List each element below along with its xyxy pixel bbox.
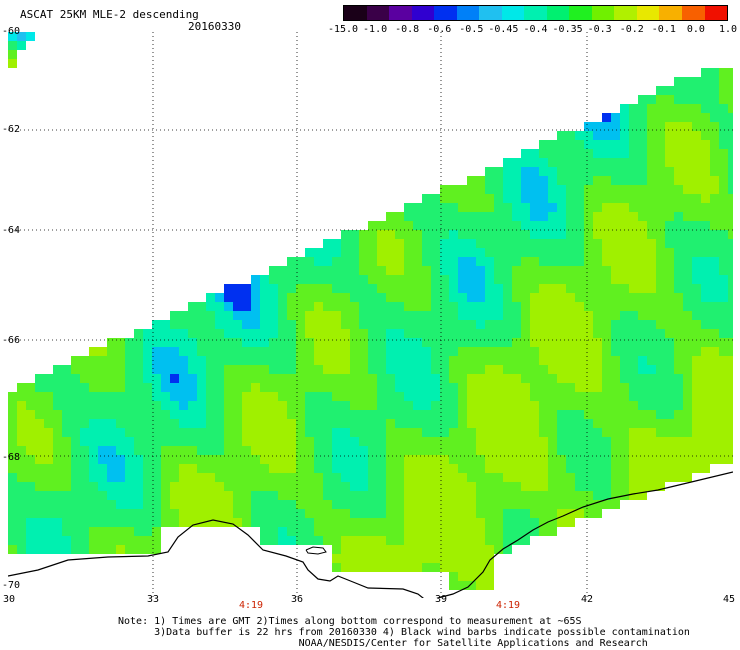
colorbar-swatch xyxy=(546,6,570,20)
colorbar-label: -0.1 xyxy=(651,24,676,35)
lon-label-42: 42 xyxy=(580,594,594,605)
footnotes: Note: 1) Times are GMT 2)Times along bot… xyxy=(118,616,690,649)
coastline xyxy=(8,471,733,598)
colorbar-label: -0.8 xyxy=(395,24,420,35)
lat-label-64: -64 xyxy=(2,225,21,236)
lat-label-66: -66 xyxy=(2,335,21,346)
colorbar-swatch xyxy=(501,6,525,20)
lon-label-33: 33 xyxy=(146,594,160,605)
note-line: NOAA/NESDIS/Center for Satellite Applica… xyxy=(118,638,648,649)
colorbar-swatch xyxy=(479,6,502,20)
lat-lon-grid xyxy=(8,32,733,598)
colorbar-swatch xyxy=(366,6,390,20)
coastline-island xyxy=(305,546,327,555)
lon-label-45: 45 xyxy=(722,594,736,605)
colorbar-label: 0.0 xyxy=(686,24,705,35)
colorbar-label: -0.45 xyxy=(488,24,519,35)
map-date: 20160330 xyxy=(188,20,241,33)
colorbar-swatch xyxy=(456,6,480,20)
colorbar-label: -0.35 xyxy=(552,24,583,35)
colorbar-label: -0.6 xyxy=(427,24,452,35)
lon-label-36: 36 xyxy=(290,594,304,605)
colorbar-swatch xyxy=(524,6,547,20)
lon-label-30: 30 xyxy=(2,594,16,605)
map-title: ASCAT 25KM MLE-2 descending xyxy=(20,8,199,21)
note-line: Note: 1) Times are GMT 2)Times along bot… xyxy=(118,616,582,627)
colorbar-label: -15.0 xyxy=(327,24,359,35)
colorbar-labels: -15.0 -1.0 -0.8 -0.6 -0.5 -0.45 -0.4 -0.35 -0.3-… xyxy=(328,24,737,36)
colorbar-swatch xyxy=(411,6,435,20)
data-swath xyxy=(8,32,733,590)
colorbar xyxy=(343,5,728,21)
colorbar-swatch xyxy=(344,6,367,20)
colorbar-swatch xyxy=(704,6,728,20)
lat-label-62: -62 xyxy=(2,124,21,135)
colorbar-label: -0.5 xyxy=(459,24,484,35)
colorbar-label: 1.0 xyxy=(718,24,738,35)
colorbar-swatch xyxy=(681,6,705,20)
colorbar-swatch xyxy=(614,6,637,20)
time-label: 4:19 xyxy=(238,600,264,611)
colorbar-swatch xyxy=(659,6,682,20)
colorbar-swatch xyxy=(569,6,592,20)
colorbar-swatch xyxy=(636,6,660,20)
colorbar-label: -1.0 xyxy=(363,24,388,35)
colorbar-swatch xyxy=(434,6,457,20)
colorbar-label: -0.2 xyxy=(619,24,644,35)
satellite-map xyxy=(8,32,733,598)
colorbar-label: -0.4 xyxy=(523,24,548,35)
time-label: 4:19 xyxy=(495,600,521,611)
lat-label-70: -70 xyxy=(2,580,21,591)
colorbar-swatch xyxy=(389,6,412,20)
colorbar-label: -0.3 xyxy=(587,24,612,35)
note-line: 3)Data buffer is 22 hrs from 20160330 4)… xyxy=(118,627,690,638)
colorbar-swatch xyxy=(591,6,615,20)
lat-label-68: -68 xyxy=(2,452,21,463)
lat-label-60: -60 xyxy=(2,26,21,37)
lon-label-39: 39 xyxy=(434,594,448,605)
